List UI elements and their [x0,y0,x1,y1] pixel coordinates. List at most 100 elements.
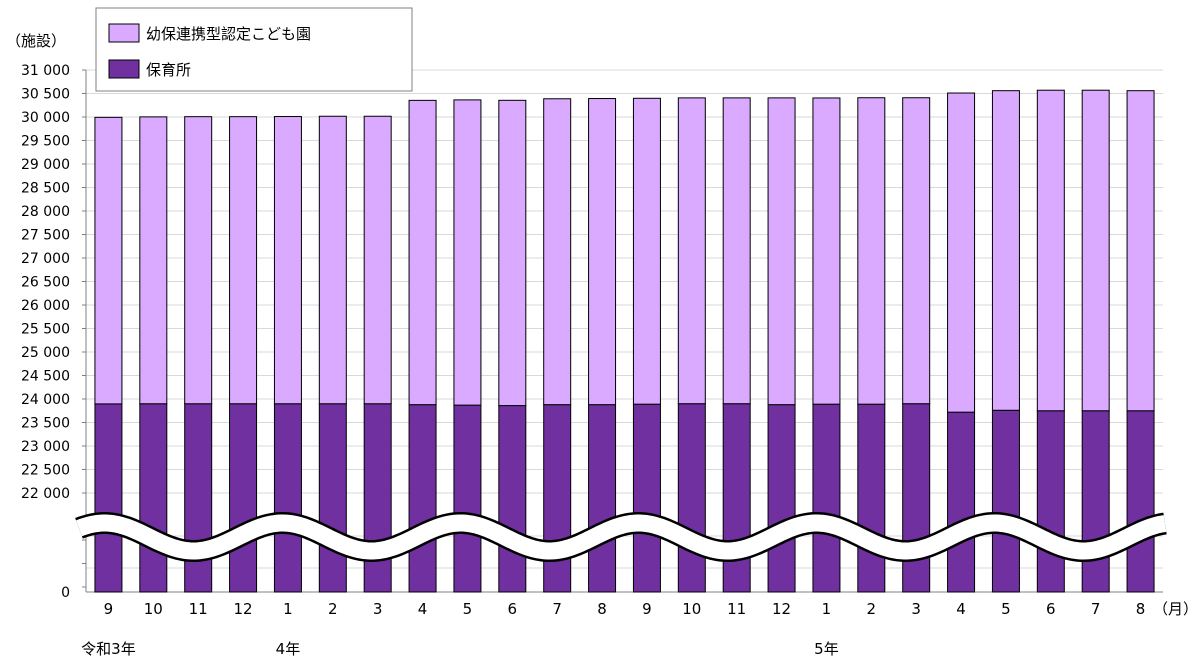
y-tick-label: 30 000 [21,110,70,126]
x-tick-labels: 9 10 11 12 1 2 3 4 5 6 7 8 9 10 11 12 1 2 3 4 5 6 7 8 [104,600,1146,618]
x-tick-label: 12 [772,600,791,618]
legend-label-hoikusho: 保育所 [146,61,191,79]
y-tick-label: 24 000 [21,392,70,408]
legend: 幼保連携型認定こども園 保育所 [95,7,413,92]
x-tick-label: 3 [911,600,921,618]
y-tick-label: 22 500 [21,463,70,479]
y-tick-label: 24 500 [21,369,70,385]
bar-hoikusho [229,403,258,593]
x-tick-label: 8 [1136,600,1146,618]
x-tick-label: 1 [283,600,293,618]
gridlines [82,69,1163,588]
bars [94,89,1155,593]
bar-hoikusho [947,411,976,593]
y-tick-label: 0 [61,585,70,601]
y-tick-labels: 0 22 000 22 500 23 000 23 500 24 000 24 500 25 … [21,63,70,601]
y-tick-label: 29 000 [21,157,70,173]
bar-hoikusho [677,403,706,593]
x-tick-label: 6 [1046,600,1056,618]
axis-break [75,511,1167,563]
legend-box [95,7,413,92]
bar-kodomoen [498,99,527,407]
bar-kodomoen [1081,89,1110,412]
bar-hoikusho [318,403,347,593]
y-unit-label: （施設） [6,32,66,50]
axis-break-band [76,514,1167,560]
bar-hoikusho [273,403,302,593]
x-tick-label: 12 [234,600,253,618]
bar-hoikusho [363,403,392,593]
year-labels: 令和3年 4年 5年 [81,640,839,658]
x-tick-label: 10 [682,600,701,618]
bar-hoikusho [588,404,617,593]
bar-hoikusho [184,403,213,593]
bar-kodomoen [453,99,482,406]
bar-kodomoen [543,98,572,406]
bar-kodomoen [229,116,258,405]
bar-kodomoen [139,116,168,405]
year-label: 令和3年 [81,640,136,658]
bar-hoikusho [453,404,482,593]
x-tick-label: 7 [552,600,562,618]
bar-kodomoen [588,98,617,406]
bar-kodomoen [991,90,1020,411]
bar-kodomoen [1036,89,1065,412]
bar-kodomoen [767,97,796,406]
y-tick-label: 31 000 [21,63,70,79]
x-tick-label: 11 [727,600,746,618]
bar-kodomoen [1126,90,1155,412]
y-tick-label: 30 500 [21,87,70,103]
bar-hoikusho [902,403,931,593]
x-tick-label: 5 [463,600,473,618]
x-unit-label: （月） [1153,600,1197,618]
y-tick-label: 26 000 [21,298,70,314]
x-tick-label: 1 [822,600,832,618]
x-tick-label: 8 [597,600,607,618]
bar-kodomoen [318,115,347,405]
y-tick-label: 28 000 [21,204,70,220]
x-tick-label: 6 [508,600,518,618]
bar-hoikusho [812,403,841,593]
bar-kodomoen [857,97,886,405]
y-tick-label: 25 000 [21,345,70,361]
bar-hoikusho [991,409,1020,593]
x-tick-label: 2 [328,600,338,618]
x-tick-label: 4 [956,600,966,618]
year-label: 5年 [814,640,839,658]
bar-kodomoen [363,115,392,405]
x-tick-label: 3 [373,600,383,618]
bar-kodomoen [184,116,213,405]
x-tick-label: 7 [1091,600,1101,618]
bar-hoikusho [857,403,886,593]
bar-hoikusho [1081,410,1110,593]
y-tick-label: 22 000 [21,486,70,502]
y-tick-label: 23 000 [21,439,70,455]
x-tick-label: 2 [867,600,877,618]
y-tick-label: 27 000 [21,251,70,267]
bar-hoikusho [498,405,527,593]
bar-hoikusho [1126,410,1155,593]
bar-kodomoen [722,97,751,405]
bar-hoikusho [767,404,796,593]
bar-hoikusho [543,404,572,593]
y-tick-label: 27 500 [21,228,70,244]
bar-hoikusho [1036,410,1065,593]
x-tick-label: 9 [104,600,114,618]
y-tick-label: 28 500 [21,181,70,197]
x-tick-label: 4 [418,600,428,618]
y-tick-label: 26 500 [21,275,70,291]
bar-kodomoen [902,97,931,405]
year-label: 4年 [276,640,301,658]
bar-kodomoen [273,116,302,405]
bar-kodomoen [632,97,661,405]
x-tick-label: 10 [144,600,163,618]
x-tick-label: 9 [642,600,652,618]
legend-swatch-kodomoen [108,23,140,43]
y-tick-label: 25 500 [21,322,70,338]
x-tick-label: 5 [1001,600,1011,618]
bar-kodomoen [408,99,437,406]
y-tick-label: 29 500 [21,134,70,150]
legend-label-kodomoen: 幼保連携型認定こども園 [146,25,311,43]
bar-hoikusho [722,403,751,593]
